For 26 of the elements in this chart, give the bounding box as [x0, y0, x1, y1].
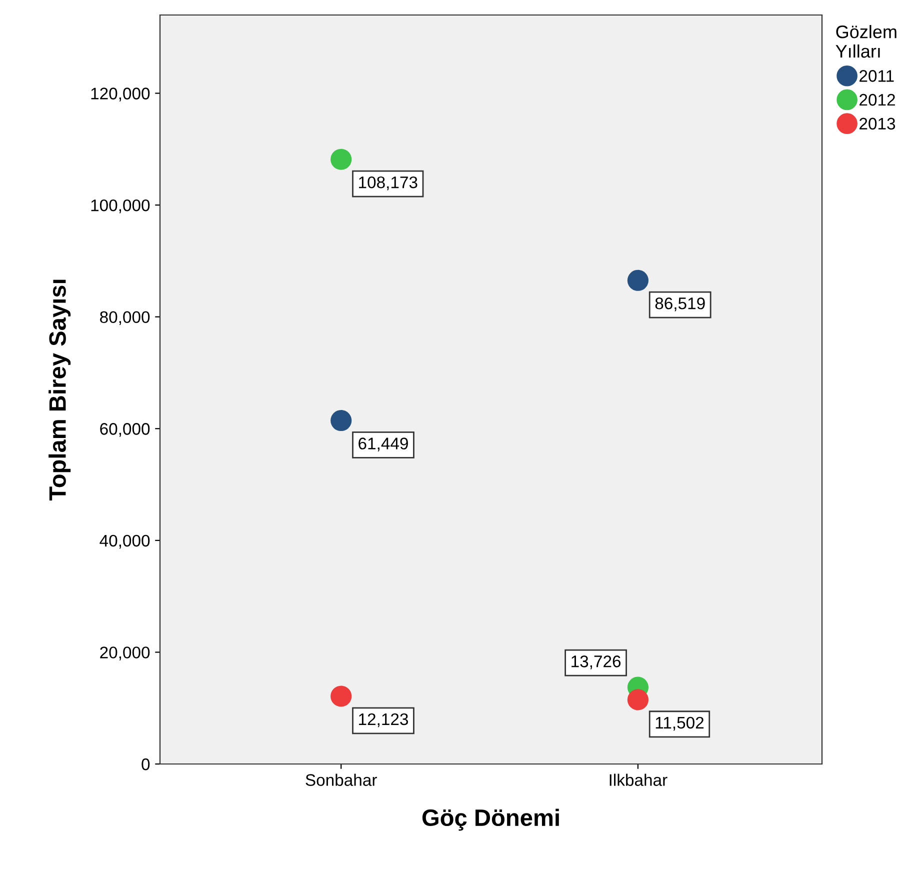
- y-tick-label: 40,000: [100, 534, 150, 549]
- y-tick-label: 120,000: [91, 88, 150, 102]
- point: [627, 689, 648, 710]
- x-axis-title: Göç Dönemi: [422, 808, 559, 831]
- point: [627, 270, 648, 291]
- y-tick-label: 80,000: [100, 311, 150, 326]
- point: [330, 410, 352, 432]
- y-tick-label: 20,000: [100, 646, 150, 660]
- legend-label: 2012: [860, 94, 895, 106]
- data-label: 108,173: [359, 176, 418, 190]
- data-label: 61,449: [358, 438, 408, 452]
- data-label: 86,519: [655, 298, 705, 312]
- y-axis-title: Toplam Birey Sayısı: [48, 280, 71, 501]
- legend-label: 2011: [860, 70, 894, 82]
- data-label: 13,726: [572, 656, 621, 670]
- y-tick-label: 60,000: [100, 423, 150, 437]
- y-tick-label: 0: [142, 758, 150, 770]
- x-tick-label: Sonbahar: [306, 774, 377, 786]
- legend-title: Gözlem Yılları: [836, 25, 896, 58]
- data-label: 12,123: [359, 713, 408, 728]
- point: [330, 686, 352, 707]
- x-tick-label: Ilkbahar: [610, 774, 668, 786]
- y-tick-label: 100,000: [91, 199, 150, 214]
- legend-label: 2013: [860, 118, 896, 130]
- point: [330, 148, 352, 170]
- data-label: 11,502: [656, 716, 704, 731]
